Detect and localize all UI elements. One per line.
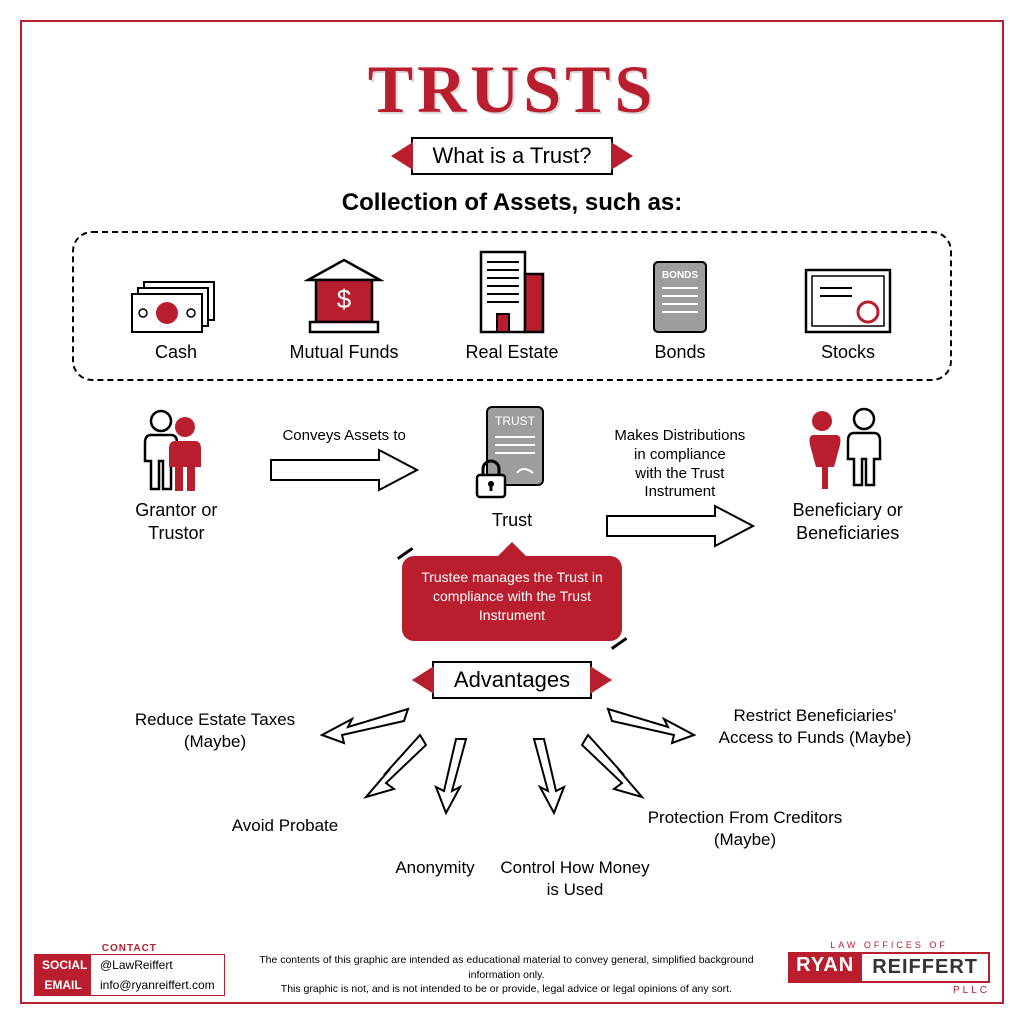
disclaimer-text: The contents of this graphic are intende…: [225, 953, 788, 996]
conveys-label: Conveys Assets to: [282, 427, 405, 446]
asset-real-estate: Real Estate: [437, 258, 587, 363]
trust-col: TRUST Trust: [426, 403, 599, 532]
subtitle-banner-wrap: What is a Trust?: [50, 137, 974, 175]
arrow-icon: [606, 705, 696, 745]
contact-email-value: info@ryanreiffert.com: [91, 975, 224, 995]
cash-icon: [130, 258, 222, 336]
advantages-banner-wrap: Advantages: [50, 661, 974, 699]
contact-email-row: EMAIL info@ryanreiffert.com: [35, 975, 224, 995]
asset-mutual-funds: $ Mutual Funds: [269, 258, 419, 363]
adv-control-money: Control How Money is Used: [500, 857, 650, 901]
arrow-icon: [434, 737, 480, 815]
collection-label: Collection of Assets, such as:: [50, 189, 974, 217]
trust-label: Trust: [492, 509, 532, 532]
distributes-arrow-col: Makes Distributions in compliance with t…: [598, 403, 761, 548]
grantor-label: Grantor or Trustor: [135, 499, 217, 546]
contact-email-key: EMAIL: [35, 975, 91, 995]
contact-social-key: SOCIAL: [35, 955, 91, 975]
asset-label: Stocks: [821, 342, 875, 363]
main-title: TRUSTS: [50, 50, 974, 129]
building-icon: [473, 258, 551, 336]
asset-label: Bonds: [654, 342, 705, 363]
logo: LAW OFFICES OF RYAN REIFFERT PLLC: [788, 940, 990, 996]
subtitle-banner: What is a Trust?: [411, 137, 614, 175]
adv-anonymity: Anonymity: [370, 857, 500, 879]
asset-cash: Cash: [101, 258, 251, 363]
arrow-icon: [520, 737, 566, 815]
asset-label: Real Estate: [465, 342, 558, 363]
adv-restrict: Restrict Beneficiaries' Access to Funds …: [710, 705, 920, 749]
assets-box: Cash $ Mutual Funds: [72, 231, 952, 381]
adv-reduce-taxes: Reduce Estate Taxes (Maybe): [120, 709, 310, 753]
svg-text:$: $: [337, 284, 352, 314]
contact-social-row: SOCIAL @LawReiffert: [35, 955, 224, 975]
bank-icon: $: [304, 258, 384, 336]
asset-label: Cash: [155, 342, 197, 363]
content-area: TRUSTS What is a Trust? Collection of As…: [20, 20, 1004, 1004]
asset-bonds: BONDS Bonds: [605, 258, 755, 363]
logo-first: RYAN: [788, 952, 862, 983]
bubble-accent-icon: [397, 547, 413, 559]
conveys-arrow-col: Conveys Assets to: [263, 403, 426, 492]
beneficiary-col: Beneficiary or Beneficiaries: [761, 403, 934, 546]
certificate-icon: [802, 258, 894, 336]
logo-top: LAW OFFICES OF: [788, 940, 990, 950]
distributes-label: Makes Distributions in compliance with t…: [598, 427, 761, 502]
advantages-banner: Advantages: [432, 661, 592, 699]
adv-protection: Protection From Creditors (Maybe): [630, 807, 860, 851]
arrow-icon: [360, 731, 430, 801]
asset-label: Mutual Funds: [289, 342, 398, 363]
bubble-accent-icon: [611, 637, 627, 649]
svg-text:TRUST: TRUST: [495, 414, 536, 428]
svg-text:BONDS: BONDS: [662, 270, 698, 281]
people-icon: [131, 403, 221, 493]
contact-header: CONTACT: [34, 941, 225, 954]
logo-suffix: PLLC: [788, 985, 990, 996]
trustee-bubble-wrap: Trustee manages the Trust in compliance …: [50, 556, 974, 641]
bonds-icon: BONDS: [650, 258, 710, 336]
trustee-bubble-text: Trustee manages the Trust in compliance …: [421, 569, 603, 623]
advantages-area: Reduce Estate Taxes (Maybe) Avoid Probat…: [50, 705, 974, 935]
adv-avoid-probate: Avoid Probate: [210, 815, 360, 837]
trustee-speech-bubble: Trustee manages the Trust in compliance …: [402, 556, 622, 641]
right-arrow-icon: [605, 504, 755, 548]
flow-row: Grantor or Trustor Conveys Assets to TRU…: [50, 403, 974, 548]
trust-document-icon: TRUST: [467, 403, 557, 503]
footer: CONTACT SOCIAL @LawReiffert EMAIL info@r…: [34, 940, 990, 996]
logo-last: REIFFERT: [862, 952, 990, 983]
grantor-col: Grantor or Trustor: [90, 403, 263, 546]
beneficiary-label: Beneficiary or Beneficiaries: [793, 499, 903, 546]
contact-block: CONTACT SOCIAL @LawReiffert EMAIL info@r…: [34, 941, 225, 996]
contact-social-value: @LawReiffert: [91, 955, 182, 975]
beneficiaries-icon: [798, 403, 898, 493]
right-arrow-icon: [269, 448, 419, 492]
asset-stocks: Stocks: [773, 258, 923, 363]
